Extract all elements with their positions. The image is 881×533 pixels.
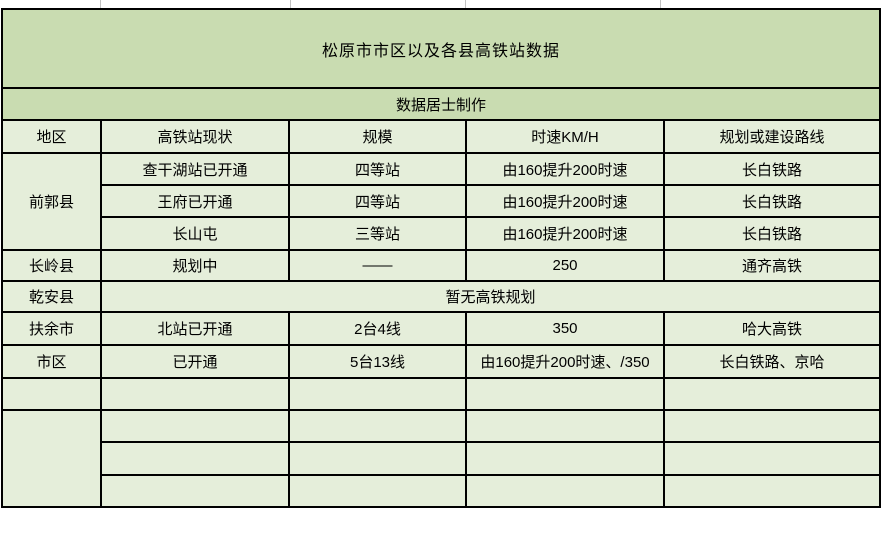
row-downtown: 市区 已开通 5台13线 由160提升200时速、/350 长白铁路、京哈 <box>1 344 881 379</box>
row-empty-1 <box>1 377 881 411</box>
row-qianguo-1: 前郭县 查干湖站已开通 四等站 由160提升200时速 长白铁路 <box>1 152 881 251</box>
empty-cell[interactable] <box>100 474 290 508</box>
rail-data-table: 松原市市区以及各县高铁站数据 数据居士制作 地区 高铁站现状 规模 时速KM/H… <box>0 8 881 508</box>
row-empty-2 <box>1 409 881 508</box>
cell-speed[interactable]: 由160提升200时速 <box>465 184 665 218</box>
cell-status[interactable]: 王府已开通 <box>100 184 290 218</box>
cell-status[interactable]: 查干湖站已开通 <box>100 152 290 186</box>
row-empty-3 <box>2 441 881 476</box>
empty-cell[interactable] <box>1 409 102 508</box>
cell-line[interactable]: 长白铁路 <box>662 184 881 218</box>
column-gridline <box>465 0 466 8</box>
cell-speed[interactable]: 由160提升200时速 <box>465 152 665 186</box>
sheet-gridline-strip <box>0 0 881 8</box>
cell-region-downtown[interactable]: 市区 <box>1 344 102 379</box>
cell-line[interactable]: 长白铁路 <box>662 216 881 251</box>
column-gridline <box>290 0 291 8</box>
cell-status[interactable]: 规划中 <box>100 249 290 282</box>
cell-qianan-note[interactable]: 暂无高铁规划 <box>99 280 881 313</box>
empty-cell[interactable] <box>662 377 881 411</box>
cell-scale[interactable]: 四等站 <box>288 184 467 218</box>
cell-line[interactable]: 长白铁路、京哈 <box>662 344 881 379</box>
empty-cell[interactable] <box>1 377 102 411</box>
empty-cell[interactable] <box>465 474 665 508</box>
empty-cell[interactable] <box>100 409 290 443</box>
cell-region-qianguo[interactable]: 前郭县 <box>1 152 102 251</box>
empty-cell[interactable] <box>662 409 881 443</box>
header-speed[interactable]: 时速KM/H <box>465 119 665 154</box>
empty-cell[interactable] <box>465 441 665 476</box>
cell-line[interactable]: 哈大高铁 <box>662 311 881 346</box>
table-title-cell[interactable]: 松原市市区以及各县高铁站数据 <box>0 8 881 89</box>
cell-speed[interactable]: 由160提升200时速 <box>465 216 665 251</box>
header-row: 地区 高铁站现状 规模 时速KM/H 规划或建设路线 <box>1 119 881 154</box>
cell-status[interactable]: 已开通 <box>100 344 290 379</box>
cell-scale[interactable]: 四等站 <box>288 152 467 186</box>
empty-cell[interactable] <box>465 409 665 443</box>
cell-scale[interactable]: 5台13线 <box>288 344 467 379</box>
row-changling: 长岭县 规划中 —— 250 通齐高铁 <box>1 249 881 282</box>
header-scale[interactable]: 规模 <box>288 119 467 154</box>
column-gridline <box>100 0 101 8</box>
cell-status[interactable]: 长山屯 <box>100 216 290 251</box>
cell-region-qianan[interactable]: 乾安县 <box>1 280 102 313</box>
empty-cell[interactable] <box>465 377 665 411</box>
cell-line[interactable]: 长白铁路 <box>662 152 881 186</box>
cell-region-fuyu[interactable]: 扶余市 <box>1 311 102 346</box>
row-empty-4 <box>2 474 881 508</box>
row-fuyu: 扶余市 北站已开通 2台4线 350 哈大高铁 <box>1 311 881 346</box>
cell-scale[interactable]: 2台4线 <box>288 311 467 346</box>
empty-cell[interactable] <box>100 441 290 476</box>
row-qianguo-2: 王府已开通 四等站 由160提升200时速 长白铁路 <box>2 184 881 218</box>
empty-cell[interactable] <box>288 409 467 443</box>
header-line[interactable]: 规划或建设路线 <box>662 119 881 154</box>
cell-status[interactable]: 北站已开通 <box>100 311 290 346</box>
cell-scale[interactable]: 三等站 <box>288 216 467 251</box>
cell-speed[interactable]: 350 <box>465 311 665 346</box>
cell-speed[interactable]: 250 <box>465 249 665 282</box>
cell-line[interactable]: 通齐高铁 <box>662 249 881 282</box>
table-subtitle-cell[interactable]: 数据居士制作 <box>0 87 881 121</box>
empty-cell[interactable] <box>288 474 467 508</box>
empty-cell[interactable] <box>100 377 290 411</box>
cell-scale[interactable]: —— <box>288 249 467 282</box>
header-region[interactable]: 地区 <box>1 119 102 154</box>
empty-cell[interactable] <box>288 377 467 411</box>
empty-cell[interactable] <box>662 441 881 476</box>
cell-region-changling[interactable]: 长岭县 <box>1 249 102 282</box>
header-station-status[interactable]: 高铁站现状 <box>100 119 290 154</box>
empty-cell[interactable] <box>662 474 881 508</box>
empty-cell[interactable] <box>288 441 467 476</box>
row-qianguo-3: 长山屯 三等站 由160提升200时速 长白铁路 <box>2 216 881 251</box>
row-qianan: 乾安县 暂无高铁规划 <box>1 280 881 313</box>
cell-speed[interactable]: 由160提升200时速、/350 <box>465 344 665 379</box>
column-gridline <box>660 0 661 8</box>
